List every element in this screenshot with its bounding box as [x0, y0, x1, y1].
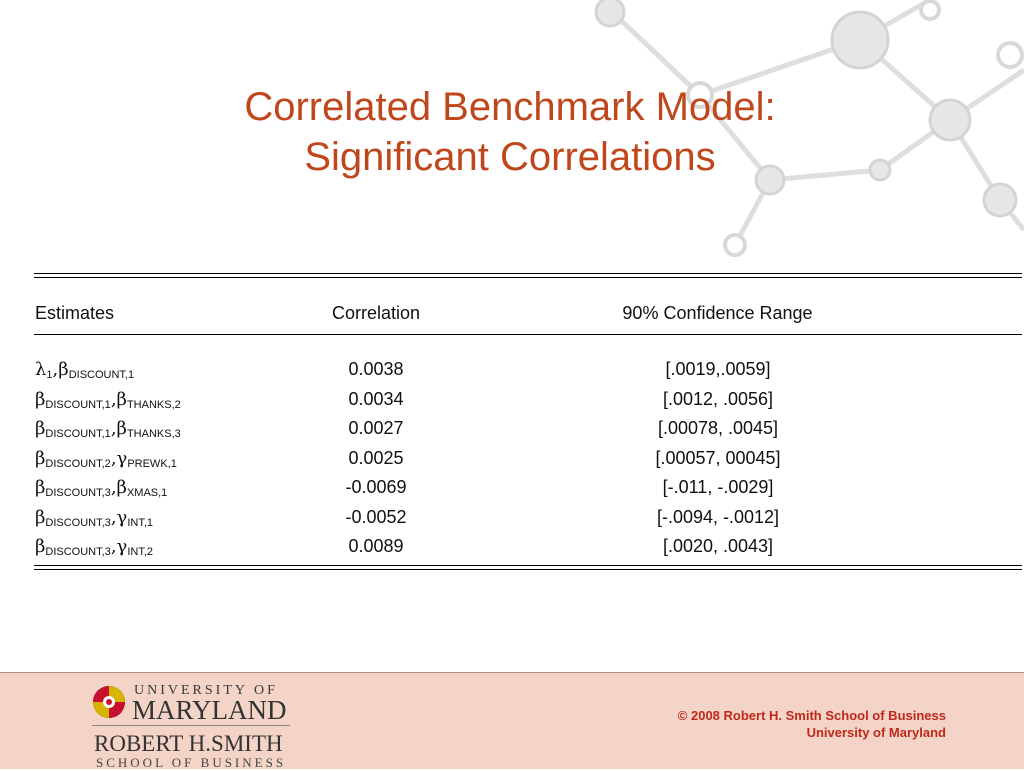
confidence-range: [.00057, 00045]: [655, 447, 781, 468]
slide-title: Correlated Benchmark Model: Significant …: [100, 82, 920, 182]
estimate-symbol-b: γ: [116, 506, 128, 528]
molecule-decoration: [594, 0, 1024, 257]
correlation-value: 0.0089: [348, 536, 404, 556]
table-bottom-rule-2: [34, 569, 1022, 570]
correlation-value: -0.0069: [345, 477, 407, 497]
copyright-line-2: University of Maryland: [806, 725, 946, 740]
logo-school-of-business: SCHOOL OF BUSINESS: [96, 755, 287, 770]
estimate-subscript-b: INT,1: [127, 516, 153, 529]
confidence-range: [.00078, .0045]: [657, 418, 779, 438]
confidence-range: [.0012, .0056]: [662, 388, 774, 409]
estimate-symbol-a: β: [35, 447, 46, 469]
header-correlation: Correlation: [331, 303, 421, 323]
confidence-range: [-.0094, -.0012]: [656, 506, 780, 527]
estimate-subscript-a: 1: [46, 369, 53, 381]
estimate-symbol-a: β: [35, 418, 46, 439]
estimate-symbol-a: β: [35, 388, 46, 410]
estimate-symbol-a: λ: [35, 359, 47, 380]
logo-maryland: MARYLAND: [132, 695, 287, 725]
estimate-pair: βDISCOUNT,1,βTHANKS,3: [35, 418, 181, 440]
estimate-pair: βDISCOUNT,3,βXMAS,1: [35, 477, 167, 499]
header-rule: [34, 334, 1022, 335]
table-row: λ1,βDISCOUNT,1 0.0038 [.0019,.0059]: [0, 359, 1024, 388]
estimate-pair: βDISCOUNT,2,γPREWK,1: [35, 448, 177, 470]
header-confidence: 90% Confidence Range: [622, 303, 813, 323]
estimate-pair: βDISCOUNT,3,γINT,2: [35, 536, 153, 558]
estimate-separator: ,: [110, 506, 117, 528]
estimate-subscript-a: DISCOUNT,1: [45, 398, 111, 411]
estimate-separator: ,: [110, 418, 117, 439]
estimate-subscript-b: THANKS,3: [126, 428, 181, 440]
estimate-subscript-b: DISCOUNT,1: [68, 369, 135, 381]
copyright: © 2008 Robert H. Smith School of Busines…: [678, 707, 946, 741]
correlation-value: 0.0025: [348, 447, 404, 468]
estimate-subscript-a: DISCOUNT,2: [45, 457, 111, 470]
estimate-separator: ,: [110, 477, 117, 498]
table-row: βDISCOUNT,3,γINT,1 -0.0052 [-.0094, -.0012…: [0, 507, 1024, 536]
estimate-symbol-b: γ: [116, 447, 128, 469]
table-row: βDISCOUNT,2,γPREWK,1 0.0025 [.00057, 00045…: [0, 448, 1024, 477]
estimate-symbol-b: β: [58, 359, 69, 380]
estimate-pair: βDISCOUNT,3,γINT,1: [35, 507, 153, 529]
estimate-symbol-a: β: [35, 536, 46, 557]
correlation-value: 0.0034: [348, 388, 404, 409]
correlation-value: -0.0052: [345, 506, 407, 527]
estimate-separator: ,: [110, 536, 117, 557]
estimate-separator: ,: [110, 447, 117, 469]
table-top-rule-2: [34, 277, 1022, 278]
title-line-1: Correlated Benchmark Model:: [244, 85, 776, 129]
estimate-symbol-b: β: [116, 477, 127, 498]
estimate-subscript-b: XMAS,1: [126, 487, 168, 499]
estimate-pair: λ1,βDISCOUNT,1: [35, 359, 134, 381]
confidence-range: [.0020, .0043]: [662, 536, 774, 556]
confidence-range: [.0019,.0059]: [665, 359, 771, 379]
estimate-subscript-b: THANKS,2: [126, 398, 181, 411]
estimate-subscript-b: INT,2: [127, 546, 153, 558]
estimate-separator: ,: [52, 359, 59, 380]
estimate-separator: ,: [110, 388, 117, 410]
estimate-symbol-a: β: [35, 506, 46, 528]
footer: UNIVERSITY OF MARYLAND ROBERT H.SMITH SC…: [0, 672, 1024, 770]
estimate-subscript-a: DISCOUNT,3: [45, 546, 111, 558]
estimate-symbol-a: β: [35, 477, 46, 498]
estimate-symbol-b: β: [116, 388, 127, 410]
table-row: βDISCOUNT,1,βTHANKS,3 0.0027 [.00078, .004…: [0, 418, 1024, 447]
table-row: βDISCOUNT,3,βXMAS,1 -0.0069 [-.011, -.0029…: [0, 477, 1024, 506]
header-estimates: Estimates: [35, 303, 115, 323]
table-bottom-rule-1: [34, 565, 1022, 566]
estimate-subscript-a: DISCOUNT,3: [45, 487, 111, 499]
title-line-2: Significant Correlations: [304, 135, 716, 179]
correlation-table: Estimates Correlation 90% Confidence Ran…: [0, 273, 1024, 570]
copyright-line-1: © 2008 Robert H. Smith School of Busines…: [677, 708, 946, 723]
table-row: βDISCOUNT,3,γINT,2 0.0089 [.0020, .0043]: [0, 536, 1024, 565]
maryland-shield-icon: [93, 686, 125, 718]
logo-robert-h-smith: ROBERT H.SMITH: [94, 731, 283, 756]
estimate-symbol-b: γ: [116, 536, 128, 557]
confidence-range: [-.011, -.0029]: [662, 477, 774, 497]
estimate-symbol-b: β: [116, 418, 127, 439]
table-row: βDISCOUNT,1,βTHANKS,2 0.0034 [.0012, .0056…: [0, 389, 1024, 418]
umd-smith-logo: UNIVERSITY OF MARYLAND ROBERT H.SMITH SC…: [92, 681, 292, 770]
table-top-rule-1: [34, 273, 1022, 274]
correlation-value: 0.0038: [348, 359, 404, 379]
estimate-subscript-a: DISCOUNT,3: [45, 516, 111, 529]
logo-university-of: UNIVERSITY OF: [134, 683, 278, 698]
estimate-subscript-a: DISCOUNT,1: [45, 428, 111, 440]
correlation-value: 0.0027: [348, 418, 404, 438]
estimate-pair: βDISCOUNT,1,βTHANKS,2: [35, 389, 181, 411]
estimate-subscript-b: PREWK,1: [127, 457, 177, 470]
logo-divider: [92, 725, 290, 726]
